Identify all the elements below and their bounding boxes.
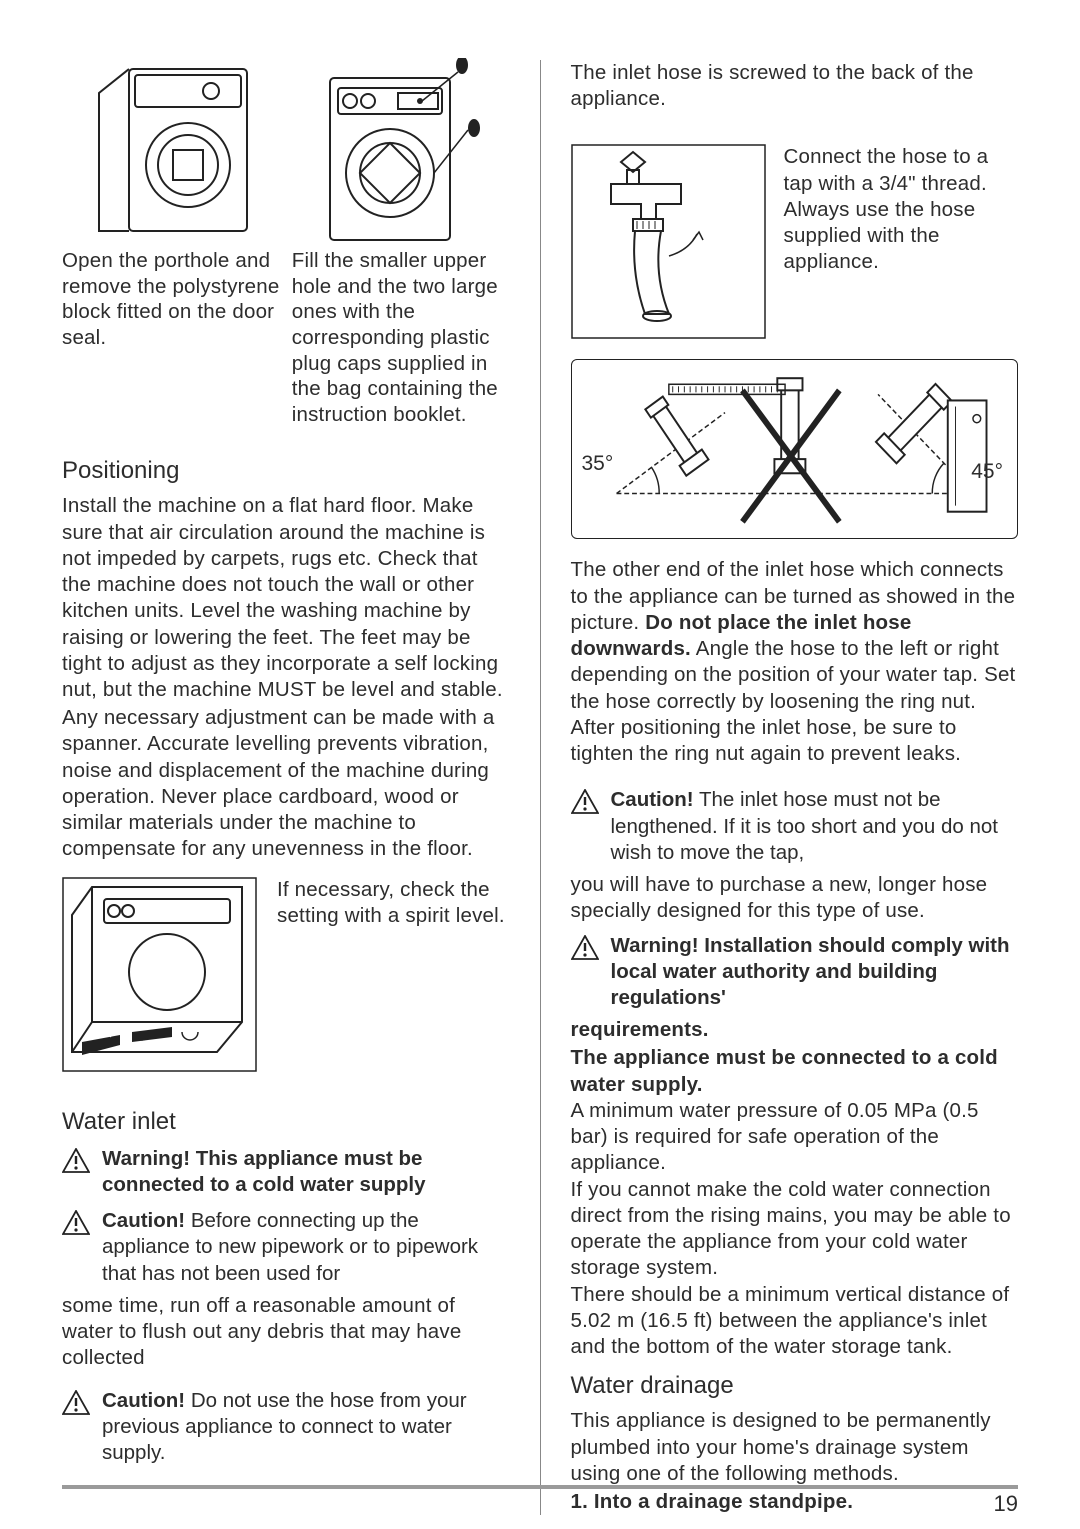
caution-pipework: Caution! Before connecting up the applia… xyxy=(62,1208,510,1287)
figure-tap xyxy=(571,144,766,339)
cold-supply-bold: The appliance must be connected to a col… xyxy=(571,1045,1019,1097)
supply-pressure: A minimum water pressure of 0.05 MPa (0.… xyxy=(571,1098,1019,1177)
warning-icon xyxy=(571,935,599,960)
figure-porthole-caption: Open the porthole and remove the polysty… xyxy=(62,248,280,351)
warning-regulations: Warning! Installation should comply with… xyxy=(571,933,1019,1012)
caution-pipework-cont: some time, run off a reasonable amount o… xyxy=(62,1293,510,1372)
caution-hose-length: Caution! The inlet hose must not be leng… xyxy=(571,787,1019,866)
spirit-level-text: If necessary, check the setting with a s… xyxy=(277,877,510,1072)
positioning-heading: Positioning xyxy=(62,457,510,485)
figure-row: Open the porthole and remove the polysty… xyxy=(62,60,510,427)
figure-plugs xyxy=(292,60,510,240)
supply-mains: If you cannot make the cold water connec… xyxy=(571,1177,1019,1282)
drainage-intro: This appliance is designed to be permane… xyxy=(571,1408,1019,1487)
warning-regulations-cont: requirements. xyxy=(571,1017,1019,1043)
caution-hose-length-cont: you will have to purchase a new, longer … xyxy=(571,872,1019,924)
water-inlet-heading: Water inlet xyxy=(62,1108,510,1136)
angle-45-label: 45° xyxy=(971,460,1003,484)
left-column: Open the porthole and remove the polysty… xyxy=(62,60,510,1515)
warning-label: Warning! xyxy=(611,934,699,957)
inlet-hose-intro: The inlet hose is screwed to the back of… xyxy=(571,60,1019,112)
column-divider xyxy=(540,60,541,1515)
spirit-level-block: If necessary, check the setting with a s… xyxy=(62,877,510,1072)
positioning-para-1: Install the machine on a flat hard floor… xyxy=(62,493,510,703)
tap-connection-block: Connect the hose to a tap with a 3/4" th… xyxy=(571,144,1019,339)
figure-spirit-level xyxy=(62,877,257,1072)
warning-icon xyxy=(571,789,599,814)
drainage-item-1: 1. Into a drainage standpipe. xyxy=(571,1489,1019,1515)
warning-icon xyxy=(62,1210,90,1235)
page-number: 19 xyxy=(994,1491,1018,1517)
caution-label: Caution! xyxy=(611,788,694,811)
positioning-para-2: Any necessary adjustment can be made wit… xyxy=(62,705,510,862)
water-drainage-heading: Water drainage xyxy=(571,1372,1019,1400)
angle-35-label: 35° xyxy=(582,452,614,476)
caution-label: Caution! xyxy=(102,1389,185,1412)
hose-angle-para: The other end of the inlet hose which co… xyxy=(571,557,1019,767)
figure-porthole xyxy=(62,60,280,240)
right-column: The inlet hose is screwed to the back of… xyxy=(571,60,1019,1515)
warning-icon xyxy=(62,1390,90,1415)
tap-connection-text: Connect the hose to a tap with a 3/4" th… xyxy=(784,144,1019,339)
caution-old-hose: Caution! Do not use the hose from your p… xyxy=(62,1388,510,1467)
figure-hose-angle: 35° 45° xyxy=(571,359,1019,539)
caution-label: Caution! xyxy=(102,1209,185,1232)
warning-icon xyxy=(62,1148,90,1173)
figure-plugs-caption: Fill the smaller upper hole and the two … xyxy=(292,248,510,427)
supply-distance: There should be a minimum vertical dista… xyxy=(571,1282,1019,1361)
footer-rule xyxy=(62,1485,1018,1489)
warning-cold-supply: Warning! This appliance must be connecte… xyxy=(62,1146,510,1198)
warning-label: Warning! xyxy=(102,1147,190,1170)
